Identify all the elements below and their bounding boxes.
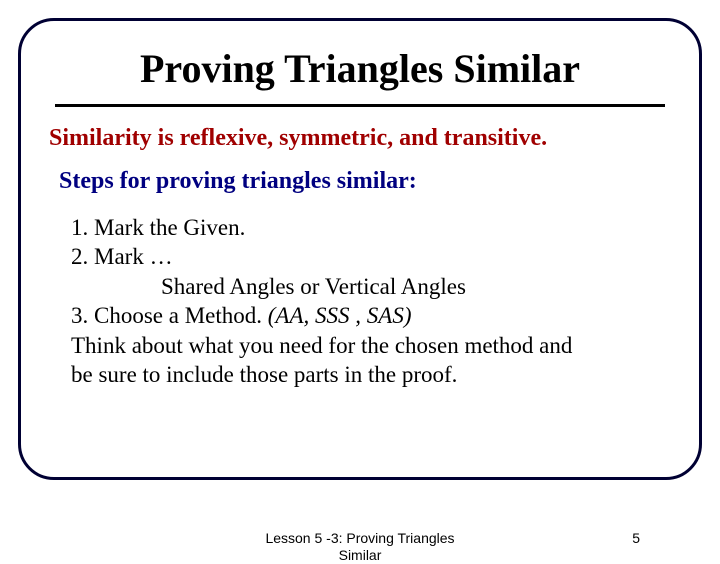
step-3: 3. Choose a Method. (AA, SSS , SAS) <box>71 301 671 330</box>
footer-lesson-label: Lesson 5 -3: Proving Triangles Similar <box>265 530 454 564</box>
slide-frame: Proving Triangles Similar Similarity is … <box>18 18 702 480</box>
step-advice-1: Think about what you need for the chosen… <box>71 331 671 360</box>
slide-title: Proving Triangles Similar <box>49 45 671 92</box>
steps-heading: Steps for proving triangles similar: <box>59 168 671 195</box>
step-2-detail: Shared Angles or Vertical Angles <box>161 272 671 301</box>
step-3-methods: (AA, SSS , SAS) <box>268 303 412 328</box>
step-advice-2: be sure to include those parts in the pr… <box>71 360 671 389</box>
step-1: 1. Mark the Given. <box>71 213 671 242</box>
step-3-prefix: 3. Choose a Method. <box>71 303 268 328</box>
title-underline <box>55 104 665 107</box>
steps-body: 1. Mark the Given. 2. Mark … Shared Angl… <box>71 213 671 390</box>
step-2: 2. Mark … <box>71 242 671 271</box>
similarity-statement: Similarity is reflexive, symmetric, and … <box>49 125 671 152</box>
footer-page-number: 5 <box>632 530 640 546</box>
